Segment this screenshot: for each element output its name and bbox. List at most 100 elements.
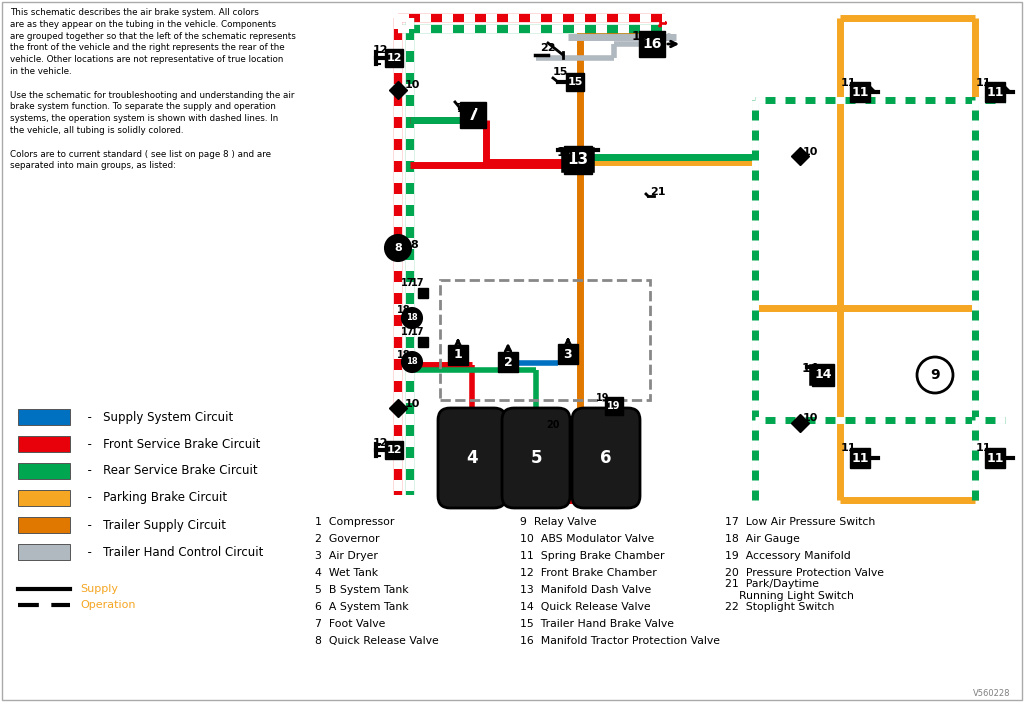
Text: 11: 11 — [841, 78, 856, 88]
Text: 21  Park/Daytime
    Running Light Switch: 21 Park/Daytime Running Light Switch — [725, 579, 854, 601]
Text: 3  Air Dryer: 3 Air Dryer — [315, 551, 378, 561]
Text: 18: 18 — [397, 305, 411, 315]
Text: 11  Spring Brake Chamber: 11 Spring Brake Chamber — [520, 551, 665, 561]
Text: 5: 5 — [530, 449, 542, 467]
Text: 10: 10 — [404, 399, 420, 409]
Bar — [639, 31, 665, 57]
Bar — [812, 364, 834, 386]
Text: 1: 1 — [454, 348, 463, 362]
Text: -   Rear Service Brake Circuit: - Rear Service Brake Circuit — [80, 465, 258, 477]
Text: 4: 4 — [466, 449, 478, 467]
Text: 7: 7 — [456, 102, 464, 114]
Bar — [449, 345, 468, 365]
Bar — [18, 463, 70, 479]
Text: 12: 12 — [373, 45, 388, 55]
Circle shape — [385, 235, 411, 261]
Text: 22  Stoplight Switch: 22 Stoplight Switch — [725, 602, 835, 612]
Bar — [605, 397, 623, 415]
Text: 11: 11 — [986, 451, 1004, 465]
Text: 11: 11 — [851, 86, 868, 98]
Bar — [385, 441, 403, 459]
Text: 10: 10 — [404, 80, 420, 90]
Text: 7: 7 — [468, 107, 478, 123]
Text: -   Trailer Supply Circuit: - Trailer Supply Circuit — [80, 519, 226, 531]
Text: 3: 3 — [563, 347, 572, 361]
Text: 18: 18 — [397, 350, 411, 360]
Text: 11: 11 — [851, 451, 868, 465]
Text: 17: 17 — [401, 327, 415, 337]
Text: 10: 10 — [803, 413, 818, 423]
Text: 20: 20 — [546, 420, 560, 430]
Text: 4  Wet Tank: 4 Wet Tank — [315, 568, 378, 578]
Text: 12  Front Brake Chamber: 12 Front Brake Chamber — [520, 568, 656, 578]
Text: V560228: V560228 — [973, 689, 1010, 698]
Text: 9: 9 — [930, 368, 940, 382]
Text: 18  Air Gauge: 18 Air Gauge — [725, 534, 800, 544]
Text: 16: 16 — [632, 30, 648, 44]
Bar — [385, 49, 403, 67]
Bar — [440, 280, 650, 400]
Text: -   Trailer Hand Control Circuit: - Trailer Hand Control Circuit — [80, 545, 263, 559]
Text: 17  Low Air Pressure Switch: 17 Low Air Pressure Switch — [725, 517, 876, 527]
Circle shape — [918, 357, 953, 393]
Text: 19  Accessory Manifold: 19 Accessory Manifold — [725, 551, 851, 561]
Text: 6  A System Tank: 6 A System Tank — [315, 602, 409, 612]
Text: 12: 12 — [373, 438, 388, 448]
Bar — [566, 73, 584, 91]
Text: 18: 18 — [407, 314, 418, 322]
Text: 22: 22 — [541, 43, 556, 53]
Bar — [18, 409, 70, 425]
Bar — [498, 352, 518, 372]
Circle shape — [402, 352, 422, 372]
Text: This schematic describes the air brake system. All colors
are as they appear on : This schematic describes the air brake s… — [10, 8, 296, 171]
Text: 10: 10 — [803, 147, 818, 157]
Bar — [985, 448, 1005, 468]
Bar — [850, 448, 870, 468]
Text: 14: 14 — [801, 362, 819, 374]
Text: 19: 19 — [596, 393, 609, 403]
Text: 17: 17 — [401, 278, 415, 288]
Bar — [18, 436, 70, 452]
Bar — [418, 337, 428, 347]
Text: -   Parking Brake Circuit: - Parking Brake Circuit — [80, 491, 227, 505]
Text: 21: 21 — [650, 187, 666, 197]
Text: 2  Governor: 2 Governor — [315, 534, 380, 544]
Bar — [564, 146, 592, 174]
Text: 12: 12 — [386, 445, 401, 455]
Bar — [18, 490, 70, 506]
Text: 12: 12 — [386, 53, 401, 63]
Text: 5  B System Tank: 5 B System Tank — [315, 585, 409, 595]
Text: 8  Quick Release Valve: 8 Quick Release Valve — [315, 636, 438, 646]
Text: -   Supply System Circuit: - Supply System Circuit — [80, 411, 233, 423]
Text: 8: 8 — [411, 240, 418, 250]
Bar — [18, 544, 70, 560]
Circle shape — [402, 308, 422, 328]
Text: 13  Manifold Dash Valve: 13 Manifold Dash Valve — [520, 585, 651, 595]
Text: Supply: Supply — [80, 584, 118, 594]
Text: 10  ABS Modulator Valve: 10 ABS Modulator Valve — [520, 534, 654, 544]
Text: -   Front Service Brake Circuit: - Front Service Brake Circuit — [80, 437, 260, 451]
Text: 13: 13 — [567, 152, 589, 168]
Text: 2: 2 — [504, 355, 512, 369]
Text: 6: 6 — [600, 449, 611, 467]
Text: 16: 16 — [642, 37, 662, 51]
Text: 15: 15 — [567, 77, 583, 87]
Text: 15  Trailer Hand Brake Valve: 15 Trailer Hand Brake Valve — [520, 619, 674, 629]
Bar — [985, 82, 1005, 102]
Bar — [18, 517, 70, 533]
FancyBboxPatch shape — [438, 408, 506, 508]
Text: 11: 11 — [975, 78, 991, 88]
Text: 11: 11 — [975, 443, 991, 453]
Text: 14: 14 — [814, 369, 831, 381]
Bar — [558, 344, 578, 364]
Bar — [460, 102, 486, 128]
Text: 19: 19 — [607, 401, 621, 411]
Text: 13: 13 — [556, 147, 573, 159]
FancyBboxPatch shape — [572, 408, 640, 508]
Text: 20  Pressure Protection Valve: 20 Pressure Protection Valve — [725, 568, 884, 578]
Text: 1  Compressor: 1 Compressor — [315, 517, 394, 527]
Text: 11: 11 — [841, 443, 856, 453]
Text: 17: 17 — [412, 278, 425, 288]
Bar — [418, 288, 428, 298]
Text: 15: 15 — [552, 67, 567, 77]
